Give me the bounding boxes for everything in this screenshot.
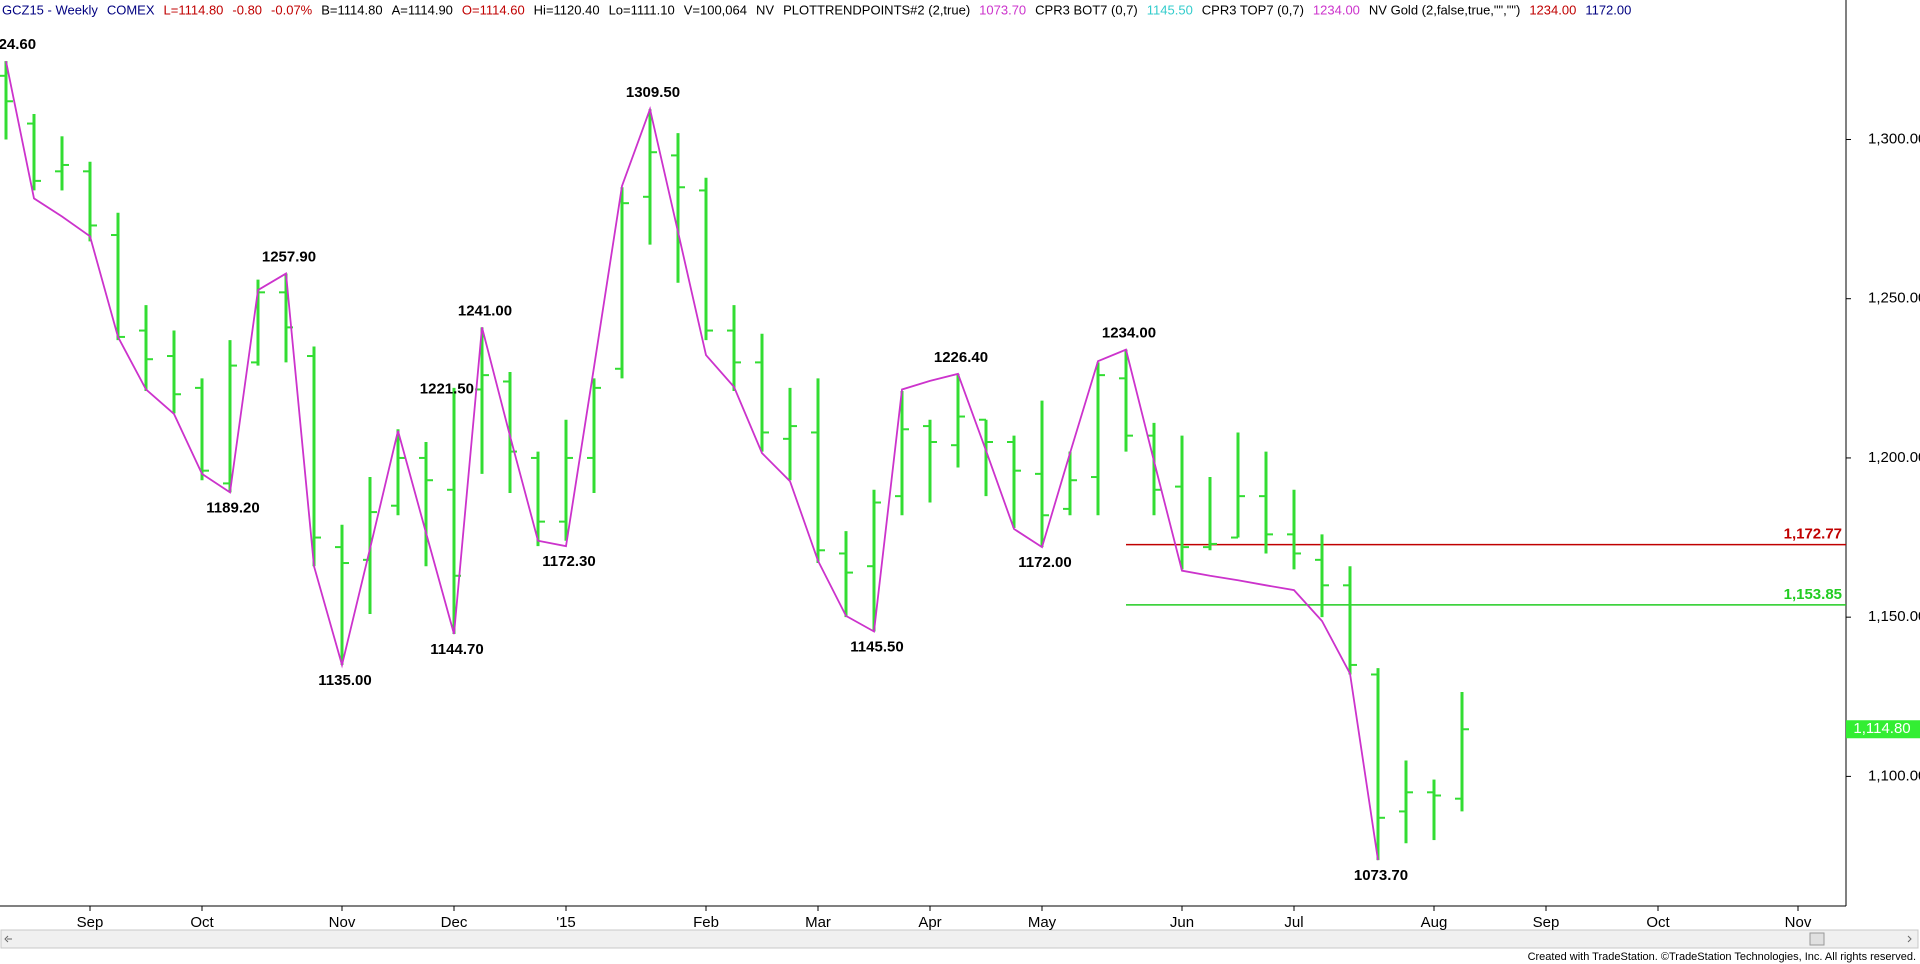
header-item: Hi=1120.40: [534, 2, 600, 17]
scroll-thumb[interactable]: [1809, 932, 1825, 946]
header-item: Lo=1111.10: [609, 2, 675, 17]
header-item: 1145.50: [1147, 2, 1193, 17]
swing-label: 1226.40: [934, 349, 988, 366]
x-tick-label: Jun: [1170, 914, 1194, 931]
header-item: A=1114.90: [392, 2, 453, 17]
scroll-left-arrow[interactable]: [4, 935, 12, 943]
x-tick-label: Feb: [693, 914, 719, 931]
x-tick-label: Nov: [329, 914, 356, 931]
level-label: 1,153.85: [1784, 586, 1842, 603]
x-tick-label: Sep: [1533, 914, 1560, 931]
x-tick-label: Nov: [1785, 914, 1812, 931]
header-item: 1172.00: [1585, 2, 1631, 17]
header-item: -0.80: [232, 2, 262, 17]
header-item: NV Gold (2,false,true,"",""): [1369, 2, 1520, 17]
swing-label: 1257.90: [262, 249, 316, 266]
header-item: COMEX: [107, 2, 155, 17]
scroll-right-arrow[interactable]: [1907, 935, 1912, 943]
swing-label: 1172.30: [542, 553, 595, 570]
header-item: O=1114.60: [462, 2, 525, 17]
y-tick-label: 1,200.00: [1868, 449, 1920, 466]
header-item: 1234.00: [1529, 2, 1576, 17]
footer: Created with TradeStation. ©TradeStation…: [1528, 951, 1916, 963]
x-tick-label: Oct: [190, 914, 214, 931]
x-tick-label: Sep: [77, 914, 104, 931]
header-item: L=1114.80: [164, 2, 224, 17]
x-tick-label: Jul: [1284, 914, 1303, 931]
y-tick-label: 1,150.00: [1868, 608, 1920, 625]
swing-label: 1144.70: [430, 641, 483, 658]
y-tick-label: 1,100.00: [1868, 767, 1920, 784]
x-tick-label: Dec: [441, 914, 468, 931]
swing-label: 1172.00: [1018, 554, 1071, 571]
x-tick-label: May: [1028, 914, 1057, 931]
x-tick-label: Oct: [1646, 914, 1670, 931]
y-tick-label: 1,300.00: [1868, 130, 1920, 147]
header-item: 1073.70: [979, 2, 1026, 17]
swing-label: 1073.70: [1354, 867, 1408, 884]
header-item: 1234.00: [1313, 2, 1360, 17]
header-item: GCZ15 - Weekly: [2, 2, 98, 17]
annotation: 1221.50: [420, 380, 474, 397]
swing-label: 1189.20: [206, 499, 259, 516]
x-tick-label: '15: [556, 914, 576, 931]
swing-label: 1234.00: [1102, 325, 1156, 342]
swing-label: 1241.00: [458, 302, 512, 319]
header-item: V=100,064: [684, 2, 747, 17]
x-tick-label: Apr: [918, 914, 941, 931]
swing-label: 1135.00: [318, 672, 371, 689]
header-item: CPR3 BOT7 (0,7): [1035, 2, 1138, 17]
swing-label: 1309.50: [626, 84, 680, 101]
header-item: PLOTTRENDPOINTS#2 (2,true): [783, 2, 970, 17]
header-item: CPR3 TOP7 (0,7): [1202, 2, 1304, 17]
x-tick-label: Mar: [805, 914, 831, 931]
last-price-box: [1846, 720, 1920, 739]
swing-label: 1324.60: [0, 36, 36, 53]
last-price-label: 1,114.80: [1853, 720, 1910, 737]
y-tick-label: 1,250.00: [1868, 290, 1920, 307]
scrollbar[interactable]: [0, 929, 1919, 949]
x-tick-label: Aug: [1421, 914, 1448, 931]
header-item: -0.07%: [271, 2, 313, 17]
header-item: NV: [756, 2, 774, 17]
trend-line: [5, 60, 1379, 861]
swing-label: 1145.50: [850, 638, 903, 655]
header-item: B=1114.80: [321, 2, 382, 17]
level-label: 1,172.77: [1784, 526, 1842, 543]
